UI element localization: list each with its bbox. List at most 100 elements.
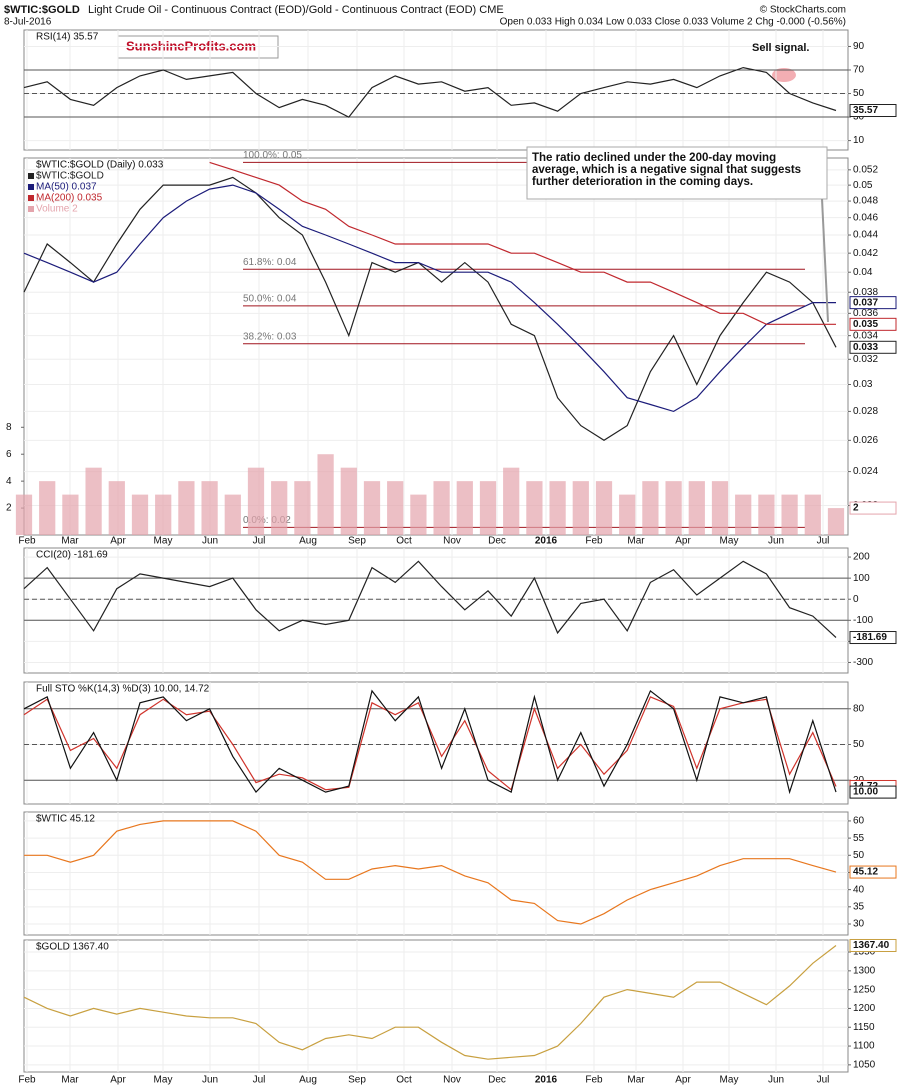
signal-highlight	[772, 68, 796, 82]
x-tick-label: May	[154, 536, 173, 547]
y-tick-label: 30	[853, 112, 865, 123]
volume-bar	[479, 481, 497, 535]
last-value-label: 10.00	[853, 787, 878, 798]
y-tick-label: 0.04	[853, 267, 873, 278]
panel-title: RSI(14) 35.57	[36, 32, 99, 43]
y-tick-label: 0.028	[853, 406, 878, 417]
x-tick-label: May	[154, 1075, 173, 1086]
last-value-tag	[849, 865, 897, 879]
panel-title: $WTIC:$GOLD (Daily) 0.033	[36, 160, 164, 171]
last-value-label: 0.037	[853, 297, 878, 308]
volume-bar	[688, 481, 705, 535]
volume-bar	[224, 494, 241, 535]
y-tick-label: 1350	[853, 947, 876, 958]
last-value-label: -181.69	[853, 632, 887, 643]
y-tick-label: 1050	[853, 1059, 876, 1070]
panel-title: $WTIC 45.12	[36, 814, 95, 825]
panel-frame	[23, 811, 849, 936]
volume-bar	[39, 481, 56, 535]
y-tick-label: 55	[853, 833, 865, 844]
x-tick-label: Mar	[61, 1075, 79, 1086]
volume-bar	[456, 481, 473, 535]
y-tick-label: 200	[853, 552, 870, 563]
x-tick-label: Apr	[675, 1075, 691, 1086]
volume-bar	[108, 481, 125, 535]
volume-bar	[758, 494, 775, 535]
last-value-tag	[849, 340, 897, 354]
x-tick-label: Mar	[627, 536, 645, 547]
x-tick-label: Feb	[585, 1075, 603, 1086]
copyright: © StockCharts.com	[760, 5, 846, 16]
volume-bar	[340, 467, 357, 535]
panel-title: CCI(20) -181.69	[36, 550, 108, 561]
x-tick-label: May	[720, 1075, 739, 1086]
legend-swatch	[28, 206, 34, 212]
last-value-label: 2	[853, 503, 859, 514]
volume-bar	[410, 494, 427, 535]
series-line	[23, 696, 837, 791]
y-tick-label: 0.046	[853, 212, 878, 223]
y-tick-label: 0.042	[853, 248, 878, 259]
fib-label: 61.8%: 0.04	[243, 257, 297, 268]
last-value-tag	[849, 296, 897, 310]
volume-bar	[781, 494, 798, 535]
series-line	[23, 176, 837, 442]
volume-bar	[549, 481, 566, 535]
series-line	[23, 945, 837, 1060]
x-tick-label: Feb	[18, 536, 36, 547]
x-tick-label: Sep	[348, 536, 366, 547]
legend-swatch	[28, 173, 34, 179]
x-tick-label: Mar	[61, 536, 79, 547]
volume-bar	[247, 467, 265, 535]
x-tick-label: Oct	[396, 1075, 412, 1086]
last-value-label: 35.57	[853, 105, 878, 116]
y-tick-label: -100	[853, 615, 873, 626]
legend-entry: MA(50) 0.037	[36, 182, 97, 193]
y-tick-label: 30	[853, 919, 865, 930]
last-value-tag	[849, 317, 897, 331]
panel-frame	[23, 939, 849, 1073]
volume-bar	[711, 481, 729, 535]
y-tick-label: 0.03	[853, 379, 873, 390]
x-tick-label: Apr	[675, 536, 691, 547]
legend-entry: $WTIC:$GOLD	[36, 171, 104, 182]
annotation: Sell signal.	[752, 42, 809, 54]
volume-bar	[503, 467, 520, 535]
last-value-tag	[849, 501, 897, 515]
series-line	[23, 560, 837, 638]
volume-bar	[827, 508, 845, 535]
series-line	[23, 184, 836, 413]
volume-bar	[665, 481, 682, 535]
y-tick-label: 100	[853, 573, 870, 584]
y-tick-label: 90	[853, 41, 865, 52]
volume-bar	[804, 494, 821, 535]
volume-bar	[294, 481, 311, 535]
volume-bar	[62, 494, 79, 535]
description: Light Crude Oil - Continuous Contract (E…	[88, 4, 504, 16]
volume-bar	[572, 481, 589, 535]
panel-frame	[23, 547, 849, 674]
x-tick-label: May	[720, 536, 739, 547]
x-tick-label: Nov	[443, 1075, 461, 1086]
y-tick-label: 1150	[853, 1022, 875, 1033]
y-tick-label: 50	[853, 850, 865, 861]
y-tick-label: 35	[853, 901, 865, 912]
x-tick-label: Jun	[768, 1075, 784, 1086]
y-tick-label: 0.038	[853, 287, 878, 298]
fib-label: 38.2%: 0.03	[243, 331, 297, 342]
panel-frame	[23, 157, 849, 536]
y-tick-label: 0.036	[853, 308, 878, 319]
y-tick-label: 0.044	[853, 230, 878, 241]
y-tick-label: 0.026	[853, 435, 878, 446]
volume-bar	[387, 481, 404, 535]
volume-bar	[735, 494, 752, 535]
y-tick-label: 1250	[853, 984, 876, 995]
volume-bar	[85, 467, 102, 535]
y-tick-label: 0.048	[853, 196, 878, 207]
last-value-tag	[849, 631, 897, 645]
series-line	[209, 161, 836, 325]
x-tick-label: Jun	[202, 536, 218, 547]
legend-entry: Volume 2	[36, 204, 78, 215]
panel-frame	[23, 681, 849, 805]
